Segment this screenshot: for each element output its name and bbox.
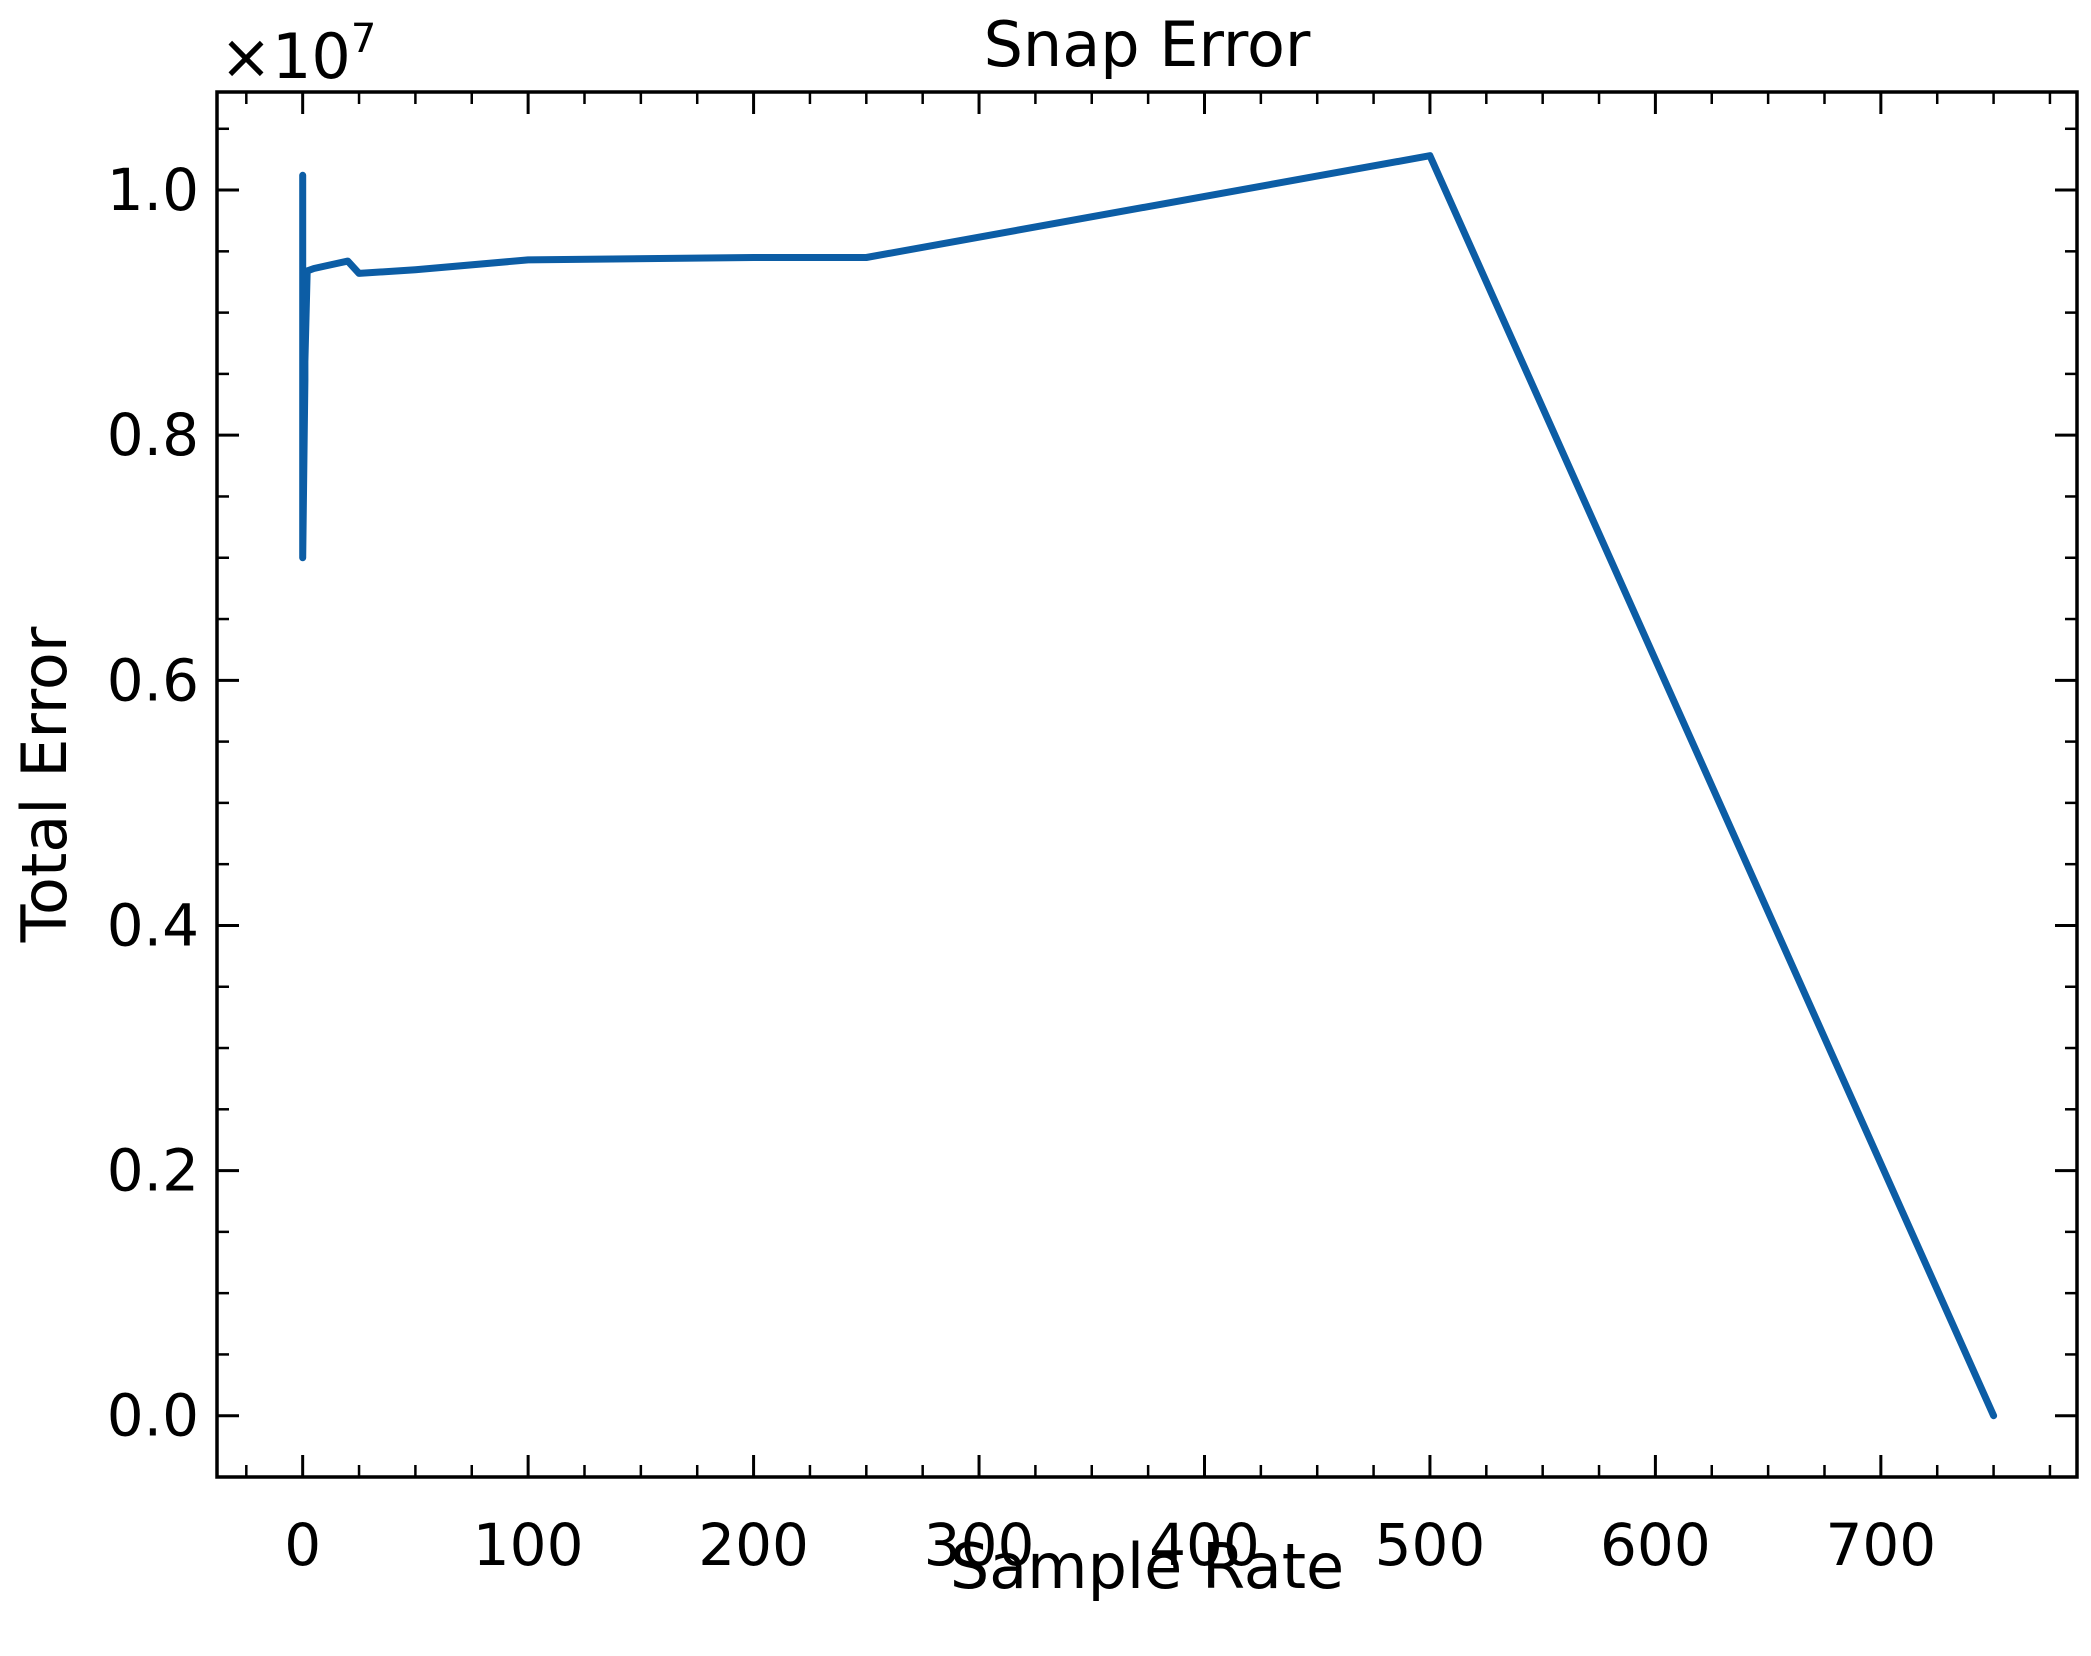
- chart-title: Snap Error: [984, 8, 1311, 81]
- x-axis-label: Sample Rate: [950, 1530, 1344, 1603]
- y-axis-multiplier: ×107: [220, 16, 376, 93]
- x-tick-label: 100: [473, 1511, 584, 1579]
- y-tick-label: 0.6: [107, 646, 199, 714]
- y-axis-label: Total Error: [8, 626, 81, 943]
- series-line: [299, 152, 1998, 1420]
- tick-labels: 0 100 200 300 400 500 600 700 0.0 0.2 0.4 0.6 0.8 1.0: [107, 156, 1936, 1579]
- x-tick-label: 400: [1149, 1511, 1260, 1579]
- x-tick-label: 200: [698, 1511, 809, 1579]
- y-multiplier-base: ×10: [220, 20, 351, 93]
- y-multiplier-exponent: 7: [351, 16, 376, 62]
- x-tick-label: 0: [284, 1511, 321, 1579]
- x-tick-label: 300: [924, 1511, 1035, 1579]
- x-tick-label: 500: [1375, 1511, 1486, 1579]
- y-tick-label: 0.8: [107, 401, 199, 469]
- y-tick-label: 0.2: [107, 1137, 199, 1205]
- x-tick-label: 600: [1600, 1511, 1711, 1579]
- y-tick-label: 1.0: [107, 156, 199, 224]
- axes-frame: [215, 90, 2079, 1479]
- plot-area: [299, 152, 1998, 1420]
- y-tick-label: 0.0: [107, 1382, 199, 1450]
- x-tick-label: 700: [1825, 1511, 1936, 1579]
- axis-ticks: [217, 92, 2077, 1479]
- y-tick-label: 0.4: [107, 891, 199, 959]
